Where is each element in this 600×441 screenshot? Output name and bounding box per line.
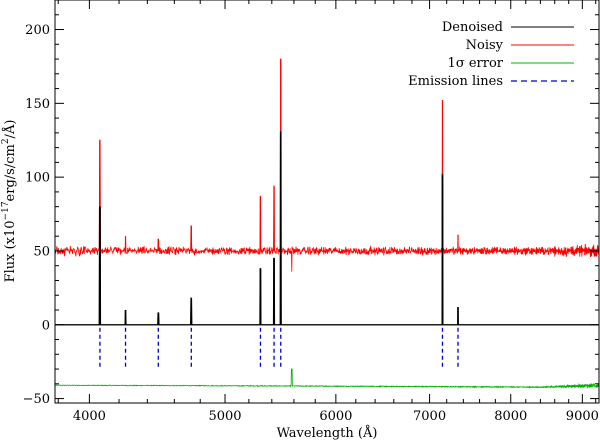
y-axis-label-end: /Å) xyxy=(2,120,18,139)
y-tick-label: 0 xyxy=(42,318,50,333)
x-axis-label: Wavelength (Å) xyxy=(277,425,378,441)
y-tick-label: 100 xyxy=(25,171,50,186)
x-tick-label: 5000 xyxy=(208,409,241,424)
legend-label-noisy: Noisy xyxy=(466,38,504,53)
x-axis: 4000 5000 6000 7000 8000 9000 xyxy=(57,0,599,424)
series-layer xyxy=(55,58,599,389)
plot-frame xyxy=(54,0,600,404)
x-tick-label: 7000 xyxy=(413,409,446,424)
series-1-error xyxy=(55,368,599,389)
y-axis-label-main: Flux (x10 xyxy=(3,220,18,282)
y-tick-label: 50 xyxy=(33,244,50,259)
legend-label-emission-lines: Emission lines xyxy=(408,74,503,89)
emission-lines-layer xyxy=(99,327,459,370)
y-axis-label-exp1: −17 xyxy=(1,201,11,220)
y-axis-label-mid: erg/s/cm xyxy=(3,144,18,201)
series-noisy xyxy=(55,58,599,272)
series-denoised xyxy=(55,130,599,326)
legend: Denoised Noisy 1σ error Emission lines xyxy=(408,20,574,89)
y-axis-label-exp2: 2 xyxy=(1,138,11,144)
x-tick-label: 4000 xyxy=(73,409,106,424)
y-axis-label: Flux (x10−17erg/s/cm2/Å) xyxy=(1,120,18,283)
y-tick-label: 150 xyxy=(25,97,50,112)
y-axis: −50 0 50 100 150 200 xyxy=(23,0,599,407)
x-tick-label: 8000 xyxy=(494,409,527,424)
x-tick-label: 6000 xyxy=(319,409,352,424)
y-tick-label: −50 xyxy=(23,392,50,407)
y-tick-label: 200 xyxy=(25,23,50,38)
x-tick-label: 9000 xyxy=(566,409,599,424)
legend-label-denoised: Denoised xyxy=(442,20,503,35)
legend-label-1-error: 1σ error xyxy=(448,56,504,71)
